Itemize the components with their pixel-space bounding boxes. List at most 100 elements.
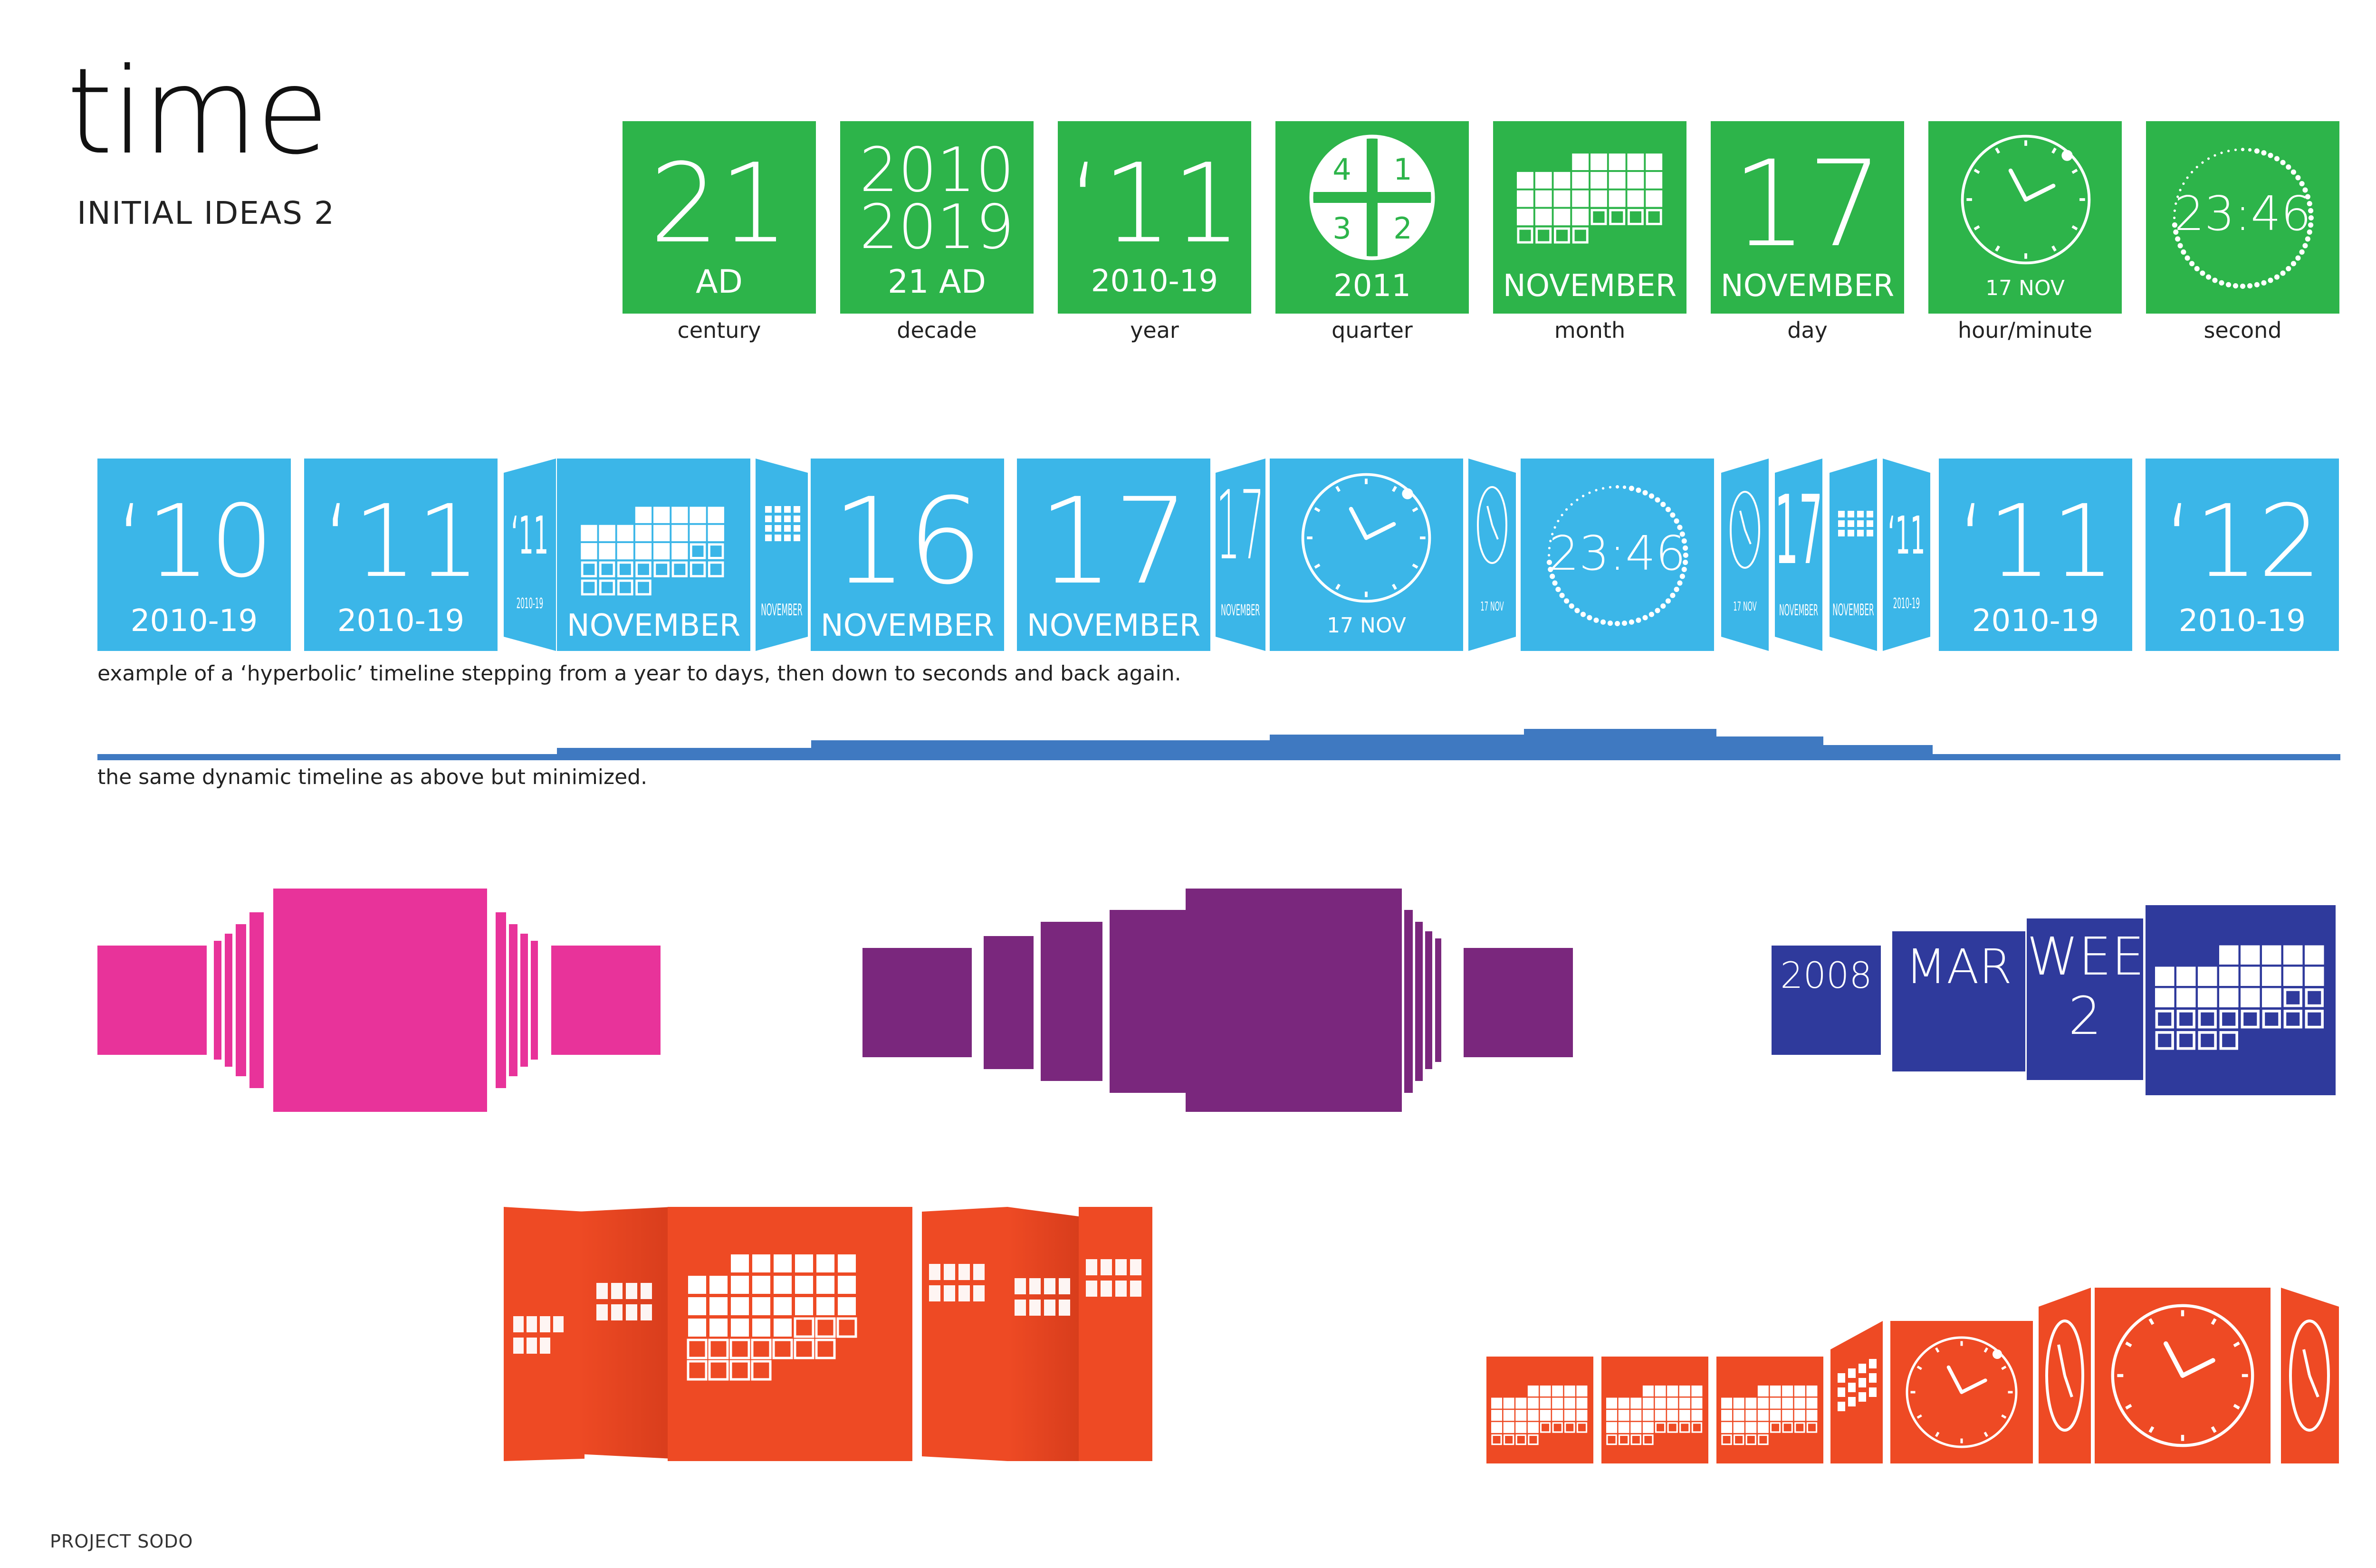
timeline-skewed-month-tile[interactable]: NOVEMBER (756, 459, 808, 651)
second-label: second (2204, 317, 2282, 343)
day-value: 17 (1732, 135, 1883, 273)
orange-calendar-fan[interactable] (504, 1207, 1155, 1461)
timeline-skewed-day-tile[interactable]: 17 NOVEMBER (1216, 459, 1265, 651)
quarter-label: quarter (1332, 317, 1413, 343)
quarter-tile[interactable]: 4 1 3 2 2011 (1275, 121, 1469, 314)
seconds-dial-icon (2165, 140, 2320, 296)
clock-icon (2107, 1300, 2259, 1452)
timeline-tile-year-12[interactable]: ‘12 2010-19 (2146, 459, 2339, 651)
quarter-q4: 2 (1393, 211, 1412, 246)
timeline-tile-day-16[interactable]: 16 NOVEMBER (811, 459, 1004, 651)
year-value: ‘11 (1067, 141, 1242, 268)
clock-icon (1297, 469, 1435, 607)
quarter-q2: 1 (1393, 152, 1412, 187)
timeline-skewed-year-tile-b[interactable]: ‘11 2010-19 (1883, 459, 1930, 651)
calendar-icon (1517, 147, 1664, 252)
timeline-tile-year-11[interactable]: ‘11 2010-19 (304, 459, 498, 651)
timeline-skewed-year-tile[interactable]: ‘11 2010-19 (504, 459, 556, 651)
timeline-year-range: 2010-19 (1893, 595, 1920, 612)
year-range: 2010-19 (1091, 264, 1218, 299)
decade-tile[interactable]: 2010 2019 21 AD (840, 121, 1034, 314)
calendar-icon (2155, 939, 2326, 1058)
navy-week-tile[interactable]: WEE 2 (2027, 918, 2143, 1080)
timeline-day-value: 17 (1216, 470, 1265, 581)
timeline-day-month: NOVEMBER (1221, 601, 1260, 619)
orange-strip-month-tile-c[interactable] (1716, 1357, 1823, 1463)
timeline-day-month: NOVEMBER (820, 608, 995, 643)
timeline-year-value: ‘12 (2163, 483, 2322, 600)
timeline-year-range: 2010-19 (517, 595, 543, 612)
century-value: 21 (650, 141, 789, 268)
navy-month-calendar-tile[interactable] (2146, 905, 2336, 1095)
calendar-icon (1491, 1380, 1589, 1452)
page-title: time (67, 42, 329, 181)
timeline-tile-seconds[interactable]: 23:46 (1521, 459, 1714, 651)
minimized-timeline (97, 729, 2340, 760)
orange-strip-skewed-month[interactable] (1830, 1321, 1883, 1463)
timeline-seconds-time: 23:46 (1549, 526, 1686, 581)
quarter-pie-icon: 4 1 3 2 (1308, 133, 1437, 262)
year-tile[interactable]: ‘11 2010-19 (1058, 121, 1251, 314)
decade-era: 21 AD (887, 263, 987, 301)
orange-fan-calendar-grid (688, 1254, 856, 1337)
hour-minute-label: hour/minute (1957, 317, 2093, 343)
timeline-tile-clock[interactable]: 17 NOV (1270, 459, 1463, 651)
timeline-skewed-clock-tile[interactable]: 17 NOV (1468, 459, 1516, 651)
calendar-icon (1721, 1380, 1819, 1452)
navy-year-tile[interactable]: 2008 (1772, 946, 1881, 1055)
month-tile[interactable]: NOVEMBER (1493, 121, 1686, 314)
timeline-caption: example of a ‘hyperbolic’ timeline stepp… (97, 661, 1181, 686)
century-label: century (677, 317, 761, 343)
orange-strip-month-tile[interactable] (1486, 1357, 1593, 1463)
timeline-skewed-clock-tile-b[interactable]: 17 NOV (1721, 459, 1769, 651)
timeline-day-month: NOVEMBER (1779, 601, 1818, 619)
page-subtitle: INITIAL IDEAS 2 (77, 195, 335, 231)
timeline-year-range: 2010-19 (130, 603, 258, 639)
timeline-day-value: 17 (1038, 472, 1189, 611)
quarter-year: 2011 (1333, 268, 1411, 304)
century-tile[interactable]: 21 AD (623, 121, 816, 314)
navy-week-line1: WEE (2027, 926, 2143, 987)
timeline-tile-day-17[interactable]: 17 NOVEMBER (1017, 459, 1210, 651)
hour-minute-tile[interactable]: 17 NOV (1928, 121, 2122, 314)
orange-strip-skewed-clock[interactable] (2039, 1288, 2091, 1463)
timeline-tile-year-11b[interactable]: ‘11 2010-19 (1939, 459, 2132, 651)
calendar-icon (1606, 1380, 1704, 1452)
timeline-skewed-day-tile-b[interactable]: 17 NOVEMBER (1775, 459, 1822, 651)
decade-start: 2010 (859, 135, 1015, 206)
timeline-year-value: ‘11 (321, 483, 480, 600)
day-tile[interactable]: 17 NOVEMBER (1711, 121, 1904, 314)
decade-label: decade (897, 317, 977, 343)
timeline-clock-date: 17 NOV (1480, 599, 1504, 613)
navy-week-line2: 2 (2068, 985, 2102, 1046)
quarter-q3: 3 (1332, 211, 1351, 246)
pink-accordion[interactable] (97, 889, 663, 1112)
month-label: month (1554, 317, 1626, 343)
orange-strip-month-tile-b[interactable] (1601, 1357, 1708, 1463)
quarter-q1: 4 (1332, 152, 1351, 187)
minimized-caption: the same dynamic timeline as above but m… (97, 765, 648, 789)
purple-accordion[interactable] (862, 889, 1575, 1112)
timeline-year-value: ‘11 (1956, 483, 2115, 600)
navy-month-tile[interactable]: MAR (1892, 931, 2025, 1071)
orange-strip-clock-tile[interactable] (1890, 1321, 2033, 1463)
timeline-day-value: 17 (1775, 475, 1822, 585)
timeline-tile-month-a[interactable]: NOVEMBER (557, 459, 750, 651)
timeline-tile-year-10[interactable]: ‘10 2010-19 (97, 459, 291, 651)
orange-strip-large-clock-tile[interactable] (2095, 1288, 2271, 1463)
timeline-year-value: ‘11 (511, 506, 549, 566)
day-month: NOVEMBER (1720, 268, 1895, 304)
orange-strip-skewed-clock-b[interactable] (2281, 1288, 2339, 1463)
century-era: AD (696, 263, 743, 301)
timeline-month-name: NOVEMBER (566, 608, 741, 643)
clock-icon (1902, 1333, 2021, 1452)
timeline-day-month: NOVEMBER (1026, 608, 1201, 643)
second-tile[interactable]: 23:46 (2146, 121, 2339, 314)
footer-label: PROJECT SODO (50, 1531, 193, 1552)
timeline-clock-date: 17 NOV (1327, 613, 1406, 638)
year-label: year (1130, 317, 1179, 343)
timeline-year-range: 2010-19 (2178, 603, 2306, 639)
timeline-skewed-month-tile-b[interactable]: NOVEMBER (1830, 459, 1877, 651)
navy-month-value: MAR (1905, 939, 2012, 994)
timeline-day-value: 16 (832, 472, 983, 611)
